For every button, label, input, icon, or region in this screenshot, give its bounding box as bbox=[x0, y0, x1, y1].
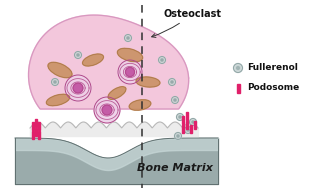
Circle shape bbox=[175, 132, 181, 139]
Ellipse shape bbox=[117, 48, 143, 62]
Bar bbox=[38, 131, 40, 139]
Bar bbox=[35, 128, 37, 136]
Circle shape bbox=[168, 78, 176, 85]
Circle shape bbox=[233, 64, 242, 73]
Bar bbox=[194, 121, 196, 129]
Circle shape bbox=[77, 54, 79, 56]
Circle shape bbox=[187, 129, 189, 131]
Circle shape bbox=[65, 75, 91, 101]
Circle shape bbox=[174, 99, 176, 101]
Circle shape bbox=[127, 37, 129, 39]
Polygon shape bbox=[29, 15, 188, 109]
Ellipse shape bbox=[136, 77, 160, 87]
Circle shape bbox=[94, 97, 120, 123]
Circle shape bbox=[192, 121, 194, 123]
Bar bbox=[237, 84, 240, 93]
Ellipse shape bbox=[48, 62, 72, 78]
Circle shape bbox=[124, 35, 132, 42]
Circle shape bbox=[179, 116, 181, 118]
Circle shape bbox=[73, 83, 83, 93]
Circle shape bbox=[125, 67, 135, 77]
Circle shape bbox=[237, 67, 240, 70]
Text: Bone Matrix: Bone Matrix bbox=[137, 163, 213, 173]
Circle shape bbox=[177, 135, 179, 137]
Circle shape bbox=[74, 51, 82, 59]
Circle shape bbox=[161, 59, 163, 61]
Circle shape bbox=[172, 97, 178, 104]
Ellipse shape bbox=[46, 94, 70, 106]
Bar bbox=[182, 125, 184, 133]
Text: Fullerenol: Fullerenol bbox=[247, 64, 298, 73]
Bar bbox=[38, 122, 40, 130]
Bar bbox=[190, 125, 192, 133]
Bar bbox=[32, 122, 34, 130]
Circle shape bbox=[102, 105, 112, 115]
Bar bbox=[186, 121, 188, 129]
Bar bbox=[186, 112, 188, 120]
Circle shape bbox=[189, 119, 197, 125]
Circle shape bbox=[118, 60, 142, 84]
Bar bbox=[182, 116, 184, 124]
Ellipse shape bbox=[129, 100, 151, 110]
Circle shape bbox=[185, 126, 191, 133]
Circle shape bbox=[171, 81, 173, 83]
Bar bbox=[35, 119, 37, 127]
Ellipse shape bbox=[83, 54, 103, 66]
Bar bbox=[32, 131, 34, 139]
Circle shape bbox=[54, 81, 56, 83]
Circle shape bbox=[159, 57, 165, 64]
Text: Osteoclast: Osteoclast bbox=[152, 9, 221, 37]
Text: Podosome: Podosome bbox=[247, 84, 299, 92]
Circle shape bbox=[51, 78, 58, 85]
Circle shape bbox=[176, 114, 184, 121]
Ellipse shape bbox=[108, 87, 126, 99]
